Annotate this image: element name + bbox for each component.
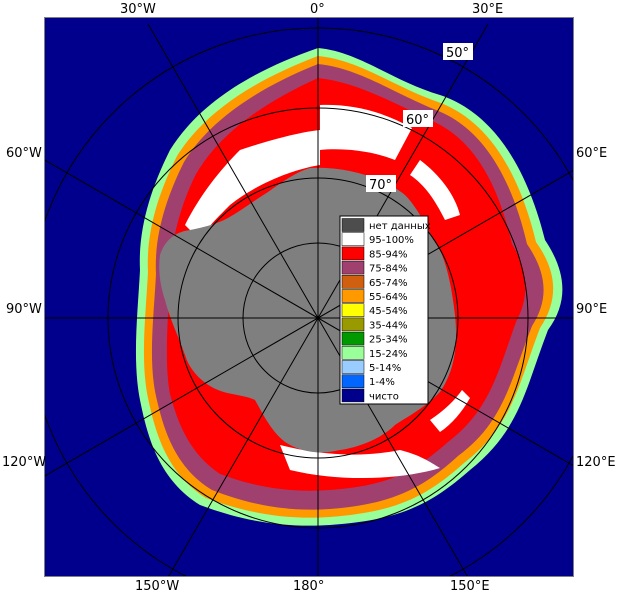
lat-label-bg-60 (403, 110, 433, 127)
legend-label: 95-100% (369, 235, 414, 246)
lon-label-left-90w: 90°W (6, 302, 42, 317)
legend-label: 45-54% (369, 306, 408, 317)
legend-label: 55-64% (369, 292, 408, 303)
legend-swatch (341, 346, 365, 360)
lon-label-left-60w: 60°W (6, 146, 42, 161)
lon-label-right-60e: 60°E (576, 146, 607, 161)
lon-label-bottom-150w: 150°W (135, 579, 179, 594)
legend-label: нет данных (369, 221, 431, 232)
legend-label: 65-74% (369, 278, 408, 289)
lat-label-bg-70 (366, 175, 396, 192)
legend-label: 5-14% (369, 363, 401, 374)
meridian-60e-120w (45, 169, 573, 477)
lon-label-top-30w: 30°W (120, 2, 156, 17)
lon-label-right-120e: 120°E (576, 455, 616, 470)
legend-label: 25-34% (369, 335, 408, 346)
lon-label-top-0: 0° (310, 2, 325, 17)
legend-swatch (341, 331, 365, 346)
lon-label-top-30e: 30°E (472, 2, 503, 17)
ice-patch-95-100 (410, 160, 460, 220)
ice-patch-95-100 (320, 104, 412, 160)
latitude-labels: 50° 60° 70° (366, 43, 473, 193)
legend-label: 35-44% (369, 320, 408, 331)
lon-label-bottom-150e: 150°E (450, 579, 490, 594)
legend-label: 85-94% (369, 249, 408, 260)
legend-label: чисто (369, 391, 399, 402)
legend: нет данных 95-100% 85-94% 75-84% 65-74% 55-64… (339, 215, 431, 405)
ice-patch-95-100 (185, 130, 320, 240)
legend-swatch (341, 289, 365, 303)
legend-label: 15-24% (369, 349, 408, 360)
legend-label: 1-4% (369, 377, 395, 388)
legend-swatch (341, 317, 365, 332)
lat-label-bg-50 (443, 43, 473, 60)
lon-label-bottom-180: 180° (293, 579, 324, 594)
lat-label-70: 70° (369, 178, 392, 193)
legend-swatch (341, 275, 365, 289)
lon-label-left-120w: 120°W (2, 455, 46, 470)
legend-swatch (341, 218, 365, 232)
legend-swatch (341, 303, 365, 317)
legend-swatch (341, 260, 365, 275)
lat-label-50: 50° (446, 46, 469, 61)
legend-swatch (341, 388, 365, 403)
legend-swatch (341, 232, 365, 246)
lat-label-60: 60° (406, 113, 429, 128)
ice-patch-95-100 (280, 445, 440, 479)
legend-swatch (341, 246, 365, 261)
legend-swatch (341, 374, 365, 388)
legend-label: 75-84% (369, 264, 408, 275)
lon-label-right-90e: 90°E (576, 302, 607, 317)
legend-swatch (341, 360, 365, 374)
